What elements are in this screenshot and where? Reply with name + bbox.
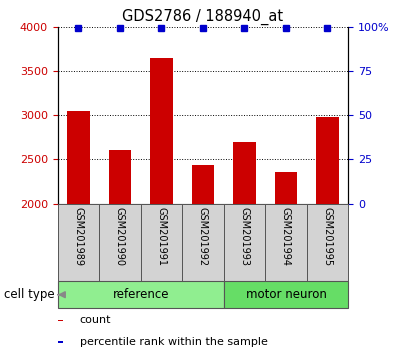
Text: motor neuron: motor neuron <box>246 288 326 301</box>
Bar <box>316 117 339 204</box>
Bar <box>233 142 256 204</box>
Text: GSM201992: GSM201992 <box>198 207 208 266</box>
Bar <box>99 204 141 281</box>
Bar <box>58 320 63 321</box>
Bar <box>191 165 215 204</box>
Text: GSM201990: GSM201990 <box>115 207 125 266</box>
Text: GSM201989: GSM201989 <box>74 207 84 266</box>
Bar <box>224 204 265 281</box>
Text: percentile rank within the sample: percentile rank within the sample <box>80 337 267 347</box>
Text: cell type: cell type <box>4 288 55 301</box>
Text: GSM201994: GSM201994 <box>281 207 291 266</box>
Bar <box>67 110 90 204</box>
Bar <box>307 204 348 281</box>
Text: GSM201993: GSM201993 <box>240 207 250 266</box>
Bar <box>265 204 307 281</box>
Title: GDS2786 / 188940_at: GDS2786 / 188940_at <box>123 9 283 25</box>
Bar <box>275 172 297 204</box>
Bar <box>182 204 224 281</box>
Bar <box>109 150 131 204</box>
Bar <box>58 204 99 281</box>
Bar <box>58 341 63 343</box>
Text: GSM201995: GSM201995 <box>322 207 332 266</box>
Bar <box>150 57 173 204</box>
Bar <box>141 204 182 281</box>
Bar <box>224 281 348 308</box>
Text: count: count <box>80 315 111 325</box>
Text: reference: reference <box>113 288 169 301</box>
Text: GSM201991: GSM201991 <box>156 207 166 266</box>
Bar <box>58 281 224 308</box>
